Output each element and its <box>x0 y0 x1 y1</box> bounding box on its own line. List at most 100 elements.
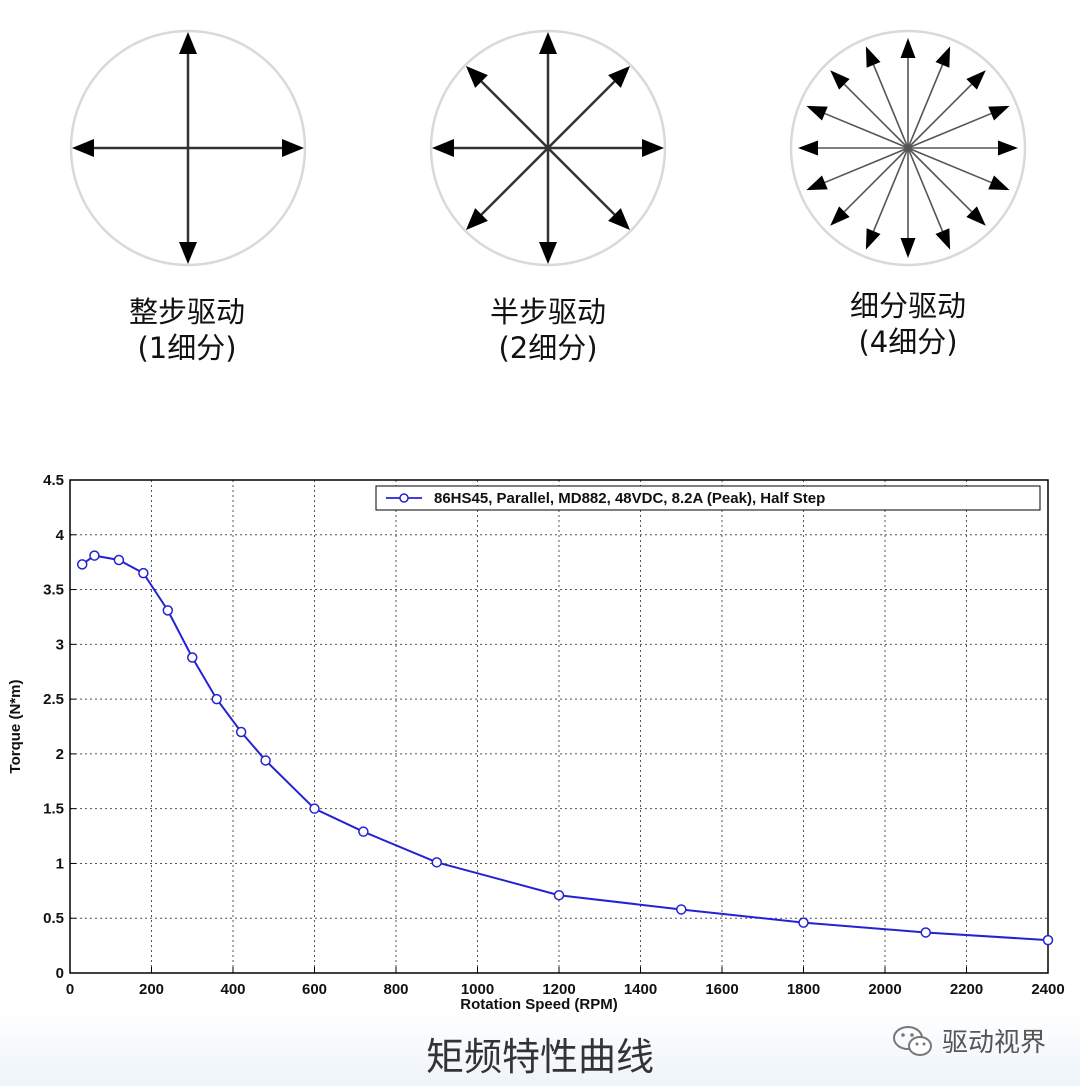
microstep-subdivision: (4细分) <box>858 325 958 359</box>
x-tick-label: 2200 <box>950 981 983 998</box>
data-point <box>113 554 125 566</box>
y-tick-label: 4.5 <box>43 472 64 489</box>
full-step-compass <box>66 26 310 270</box>
direction-arrow <box>547 147 631 231</box>
y-tick-label: 1.5 <box>43 801 64 818</box>
chart-grid <box>70 480 1048 973</box>
direction-arrow <box>907 105 1010 149</box>
wechat-icon <box>892 1025 932 1056</box>
direction-arrow <box>548 139 664 157</box>
data-point <box>235 726 247 738</box>
y-tick-label: 3.5 <box>43 582 64 599</box>
half-step-compass <box>426 26 670 270</box>
figure-caption: 矩频特性曲线 <box>425 1035 654 1079</box>
legend-entry: 86HS45, Parallel, MD882, 48VDC, 8.2A (Pe… <box>434 490 825 507</box>
microstep-vector-diagram <box>789 29 1027 267</box>
direction-arrow <box>547 65 631 149</box>
data-point <box>260 755 271 766</box>
direction-arrow <box>465 147 549 231</box>
full-step-caption: 整步驱动 (1细分) <box>67 294 307 366</box>
legend-box <box>375 485 1041 511</box>
half-step-name: 半步驱动 <box>489 295 606 329</box>
direction-arrow <box>900 38 916 148</box>
data-point <box>676 904 687 915</box>
data-point <box>309 803 320 814</box>
microstep-name: 细分驱动 <box>849 289 966 323</box>
x-tick-label: 400 <box>220 981 245 998</box>
direction-arrow <box>539 148 557 264</box>
data-point <box>553 889 565 901</box>
data-point <box>187 652 198 663</box>
watermark: 驱动视界 <box>892 1022 1046 1059</box>
direction-arrow <box>865 46 909 149</box>
y-tick-label: 2.5 <box>43 691 64 708</box>
drive-modes-panel: 整步驱动 (1细分) 半步驱动 (2细分) 细分驱动 (4细分) <box>0 0 1080 430</box>
direction-arrow <box>798 140 908 156</box>
x-tick-label: 200 <box>139 981 164 998</box>
torque-speed-chart: 0 200 400 600 800 1000 1200 1400 1600 1800 2000 220… <box>7 472 1065 1012</box>
y-tick-label: 1 <box>56 855 64 872</box>
x-tick-label: 600 <box>302 981 327 998</box>
microstep-caption: 细分驱动 (4细分) <box>788 288 1028 360</box>
data-point <box>89 550 100 561</box>
y-axis-title: Torque (N*m) <box>7 680 24 774</box>
direction-arrow <box>900 148 916 258</box>
watermark-text: 驱动视界 <box>941 1028 1046 1058</box>
chart-ticks: 0 200 400 600 800 1000 1200 1400 1600 1800 2000 220… <box>43 472 1065 998</box>
direction-arrow <box>907 147 986 226</box>
x-axis-title: Rotation Speed (RPM) <box>460 996 618 1012</box>
series-line <box>81 554 1049 942</box>
half-step-caption: 半步驱动 (2细分) <box>428 294 668 366</box>
y-tick-label: 0 <box>56 965 64 982</box>
x-tick-label: 1600 <box>705 981 738 998</box>
direction-arrow <box>539 32 557 148</box>
direction-arrow <box>179 148 197 264</box>
x-tick-label: 0 <box>66 981 74 998</box>
direction-arrow <box>179 32 197 148</box>
full-step-name: 整步驱动 <box>128 295 245 329</box>
direction-arrow <box>865 147 909 250</box>
x-tick-label: 2400 <box>1031 981 1064 998</box>
half-step-subdivision: (2细分) <box>498 331 598 365</box>
data-point <box>798 917 809 928</box>
direction-arrow <box>72 139 188 157</box>
direction-arrow <box>188 139 304 157</box>
direction-arrow <box>830 147 909 226</box>
direction-arrow <box>907 147 951 250</box>
data-point <box>920 927 931 938</box>
direction-arrow <box>907 70 986 149</box>
chart-legend: 86HS45, Parallel, MD882, 48VDC, 8.2A (Pe… <box>375 485 1041 511</box>
data-point <box>211 693 222 705</box>
direction-arrow <box>908 140 1018 156</box>
direction-arrow <box>432 139 548 157</box>
data-point <box>358 826 369 837</box>
x-tick-label: 1000 <box>461 981 494 998</box>
y-tick-label: 0.5 <box>43 910 64 927</box>
full-step-subdivision: (1细分) <box>137 331 237 365</box>
x-tick-label: 1800 <box>787 981 820 998</box>
microstep-compass <box>786 26 1030 270</box>
torque-speed-chart-panel: 0 200 400 600 800 1000 1200 1400 1600 1800 2000 220… <box>0 452 1080 1086</box>
data-point <box>1042 934 1054 946</box>
direction-arrow <box>907 147 1010 191</box>
data-point <box>138 567 149 579</box>
direction-arrow <box>907 46 951 149</box>
chart-series <box>76 550 1054 946</box>
data-point <box>76 559 88 570</box>
y-tick-label: 3 <box>56 636 64 653</box>
x-tick-label: 1400 <box>624 981 657 998</box>
data-point <box>431 857 442 868</box>
legend-marker <box>399 493 409 503</box>
half-step-vector-diagram <box>429 29 667 267</box>
direction-arrow <box>806 147 909 191</box>
x-tick-label: 1200 <box>542 981 575 998</box>
y-tick-label: 4 <box>56 527 65 544</box>
x-tick-label: 800 <box>383 981 408 998</box>
direction-arrow <box>806 105 909 149</box>
x-tick-label: 2000 <box>868 981 901 998</box>
direction-arrow <box>465 65 549 149</box>
direction-arrow <box>830 70 909 149</box>
y-tick-label: 2 <box>56 746 64 763</box>
full-step-vector-diagram <box>69 29 307 267</box>
data-point <box>162 605 174 616</box>
